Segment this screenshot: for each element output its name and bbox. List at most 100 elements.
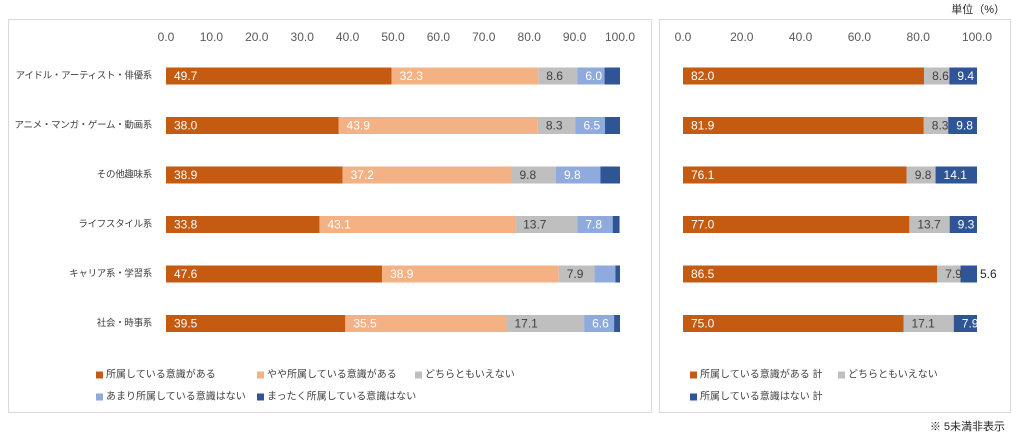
bar-segment	[600, 166, 620, 184]
x-tick-label: 80.0	[907, 30, 931, 44]
legend-swatch	[96, 393, 103, 401]
data-label: 49.7	[174, 69, 198, 83]
category-label: アイドル・アーティスト・俳優系	[16, 70, 152, 82]
legend-swatch	[96, 371, 103, 379]
bar-segment	[342, 166, 512, 184]
data-label: 38.0	[174, 119, 198, 133]
data-label: 82.0	[691, 69, 715, 83]
data-label: 43.9	[347, 119, 371, 133]
right-stacked-bar-chart: 0.0 20.0 40.0 60.0 80.0 100.0 82.0 8.6 9.4 81.9 8.…	[675, 30, 997, 403]
bar-segment	[382, 265, 559, 283]
legend-item: あまり所属している意識はない	[96, 390, 246, 403]
legend-label: どちらともいえない	[848, 369, 938, 381]
legend-label: 所属している意識がある	[106, 368, 216, 381]
bar-segment	[538, 67, 578, 85]
legend-item: まったく所属している意識はない	[257, 390, 416, 403]
category-label: その他趣味系	[97, 169, 152, 181]
data-label: 6.5	[584, 119, 601, 133]
data-label: 5.6	[980, 267, 997, 281]
bar-segment	[683, 216, 910, 233]
left-chart-panel: 0.0 10.0 20.0 30.0 40.0 50.0 60.0 70.0 80.0 90.0 1…	[8, 19, 652, 413]
category-label: アニメ・マンガ・ゲーム・動画系	[14, 119, 152, 131]
bar-segment	[923, 117, 949, 134]
bar-segment	[166, 117, 339, 134]
data-label: 38.9	[390, 267, 414, 281]
data-label: 43.1	[327, 218, 351, 232]
bar-segment	[960, 265, 977, 283]
data-label: 7.9	[567, 267, 584, 281]
bar-segment	[577, 67, 605, 85]
bar-segment	[948, 117, 977, 134]
bar-segment	[575, 117, 606, 134]
data-label: 33.8	[174, 218, 198, 232]
x-tick-label: 0.0	[158, 30, 175, 44]
bar-segment	[949, 216, 977, 233]
bar-segment	[937, 265, 961, 283]
data-label: 9.8	[956, 119, 973, 133]
data-label: 9.3	[958, 218, 975, 232]
x-axis-ticks: 0.0 10.0 20.0 30.0 40.0 50.0 60.0 70.0 80.0 90.0 1…	[158, 30, 636, 44]
data-label: 75.0	[691, 317, 715, 331]
bar-segment	[953, 315, 977, 332]
legend-swatch	[690, 371, 697, 379]
bar-segment	[506, 315, 585, 332]
legend-item: どちらともいえない	[415, 369, 515, 381]
x-axis-ticks: 0.0 20.0 40.0 60.0 80.0 100.0	[675, 30, 993, 44]
bar-segment	[683, 315, 904, 332]
bar-segment	[594, 265, 616, 283]
legend-item: 所属している意識がある 計	[690, 368, 822, 381]
bar-segment	[166, 315, 346, 332]
bar-segment	[683, 117, 924, 134]
data-label: 7.8	[585, 218, 602, 232]
data-label: 32.3	[400, 69, 424, 83]
bar-segment	[906, 166, 936, 184]
data-label: 8.3	[546, 119, 563, 133]
data-label: 9.4	[957, 69, 974, 83]
footnote: ※ 5未満非表示	[929, 421, 1005, 433]
data-label: 6.0	[585, 69, 602, 83]
data-labels: 82.0 8.6 9.4 81.9 8.3 9.8 76.1 9.8 14.1 77.0 13.7 9…	[691, 69, 997, 331]
bar-segment	[537, 117, 576, 134]
data-label: 6.6	[592, 317, 609, 331]
bar-segment	[391, 67, 539, 85]
x-tick-label: 100.0	[605, 30, 635, 44]
left-legend: 所属している意識がある やや所属している意識がある どちらともいえない あまり所…	[96, 368, 515, 403]
x-tick-label: 100.0	[962, 30, 992, 44]
legend-item: どちらともいえない	[838, 369, 938, 381]
data-label: 8.6	[932, 69, 949, 83]
legend-label: どちらともいえない	[425, 369, 515, 381]
legend-label: あまり所属している意識はない	[106, 390, 246, 403]
legend-swatch	[257, 371, 264, 379]
bars	[166, 67, 620, 332]
data-label: 7.9	[945, 267, 962, 281]
x-tick-label: 10.0	[200, 30, 224, 44]
legend-swatch	[838, 371, 845, 379]
bar-segment	[319, 216, 516, 233]
left-plot-area: 0.0 10.0 20.0 30.0 40.0 50.0 60.0 70.0 80.0 90.0 1…	[14, 30, 635, 332]
bar-segment	[604, 67, 620, 85]
data-label: 38.9	[174, 168, 198, 182]
x-tick-label: 40.0	[336, 30, 360, 44]
x-tick-label: 30.0	[291, 30, 315, 44]
data-label: 9.8	[519, 168, 536, 182]
legend-label: 所属している意識はない 計	[700, 390, 822, 403]
data-label: 9.8	[564, 168, 581, 182]
legend-swatch	[690, 393, 697, 401]
data-label: 17.1	[912, 317, 936, 331]
bar-segment	[338, 117, 538, 134]
legend-item: 所属している意識がある	[96, 368, 216, 381]
unit-label: 単位（%）	[951, 4, 1005, 16]
bar-segment	[605, 117, 620, 134]
legend-label: やや所属している意識がある	[267, 368, 397, 381]
x-tick-label: 90.0	[563, 30, 587, 44]
x-tick-label: 0.0	[675, 30, 692, 44]
data-label: 81.9	[691, 119, 715, 133]
data-label: 39.5	[174, 317, 198, 331]
bar-segment	[614, 315, 620, 332]
data-label: 76.1	[691, 168, 715, 182]
bar-segment	[555, 166, 601, 184]
data-label: 86.5	[691, 267, 715, 281]
data-label: 17.1	[515, 317, 539, 331]
data-label: 13.7	[523, 218, 547, 232]
